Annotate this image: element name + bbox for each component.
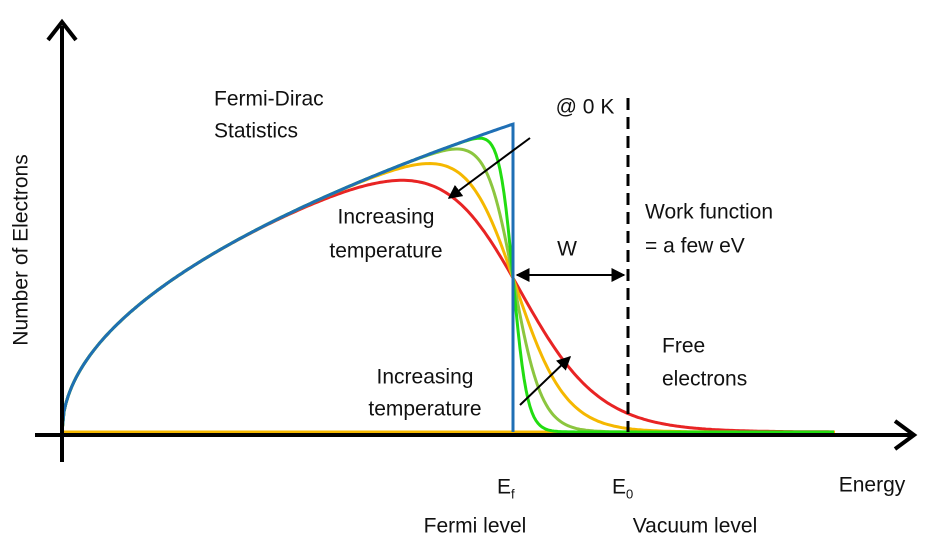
arrow — [519, 356, 572, 406]
label: Statistics — [214, 120, 298, 143]
label: Vacuum level — [633, 515, 758, 538]
label: = a few eV — [645, 235, 745, 258]
label: Increasing — [377, 366, 474, 389]
curve — [60, 122, 515, 433]
symbol: E — [612, 476, 626, 499]
arrow — [447, 137, 531, 199]
subscript: f — [511, 486, 515, 501]
label: Increasing — [338, 206, 435, 229]
y-arrowhead — [46, 18, 78, 42]
symbol: E — [497, 476, 511, 499]
label: Free — [662, 335, 705, 358]
y-label: Number of Electrons — [10, 154, 33, 345]
label: temperature — [368, 398, 481, 421]
x-arrowhead — [893, 419, 918, 451]
x-label: Energy — [839, 474, 906, 497]
label: Fermi-Dirac — [214, 88, 324, 111]
curves — [60, 122, 835, 434]
subscript: 0 — [626, 486, 633, 501]
label: @ 0 K — [556, 96, 615, 119]
label: Work function — [645, 201, 773, 224]
label: W — [557, 238, 577, 261]
label: Fermi level — [424, 515, 527, 538]
label: temperature — [329, 240, 442, 263]
label: electrons — [662, 368, 747, 391]
